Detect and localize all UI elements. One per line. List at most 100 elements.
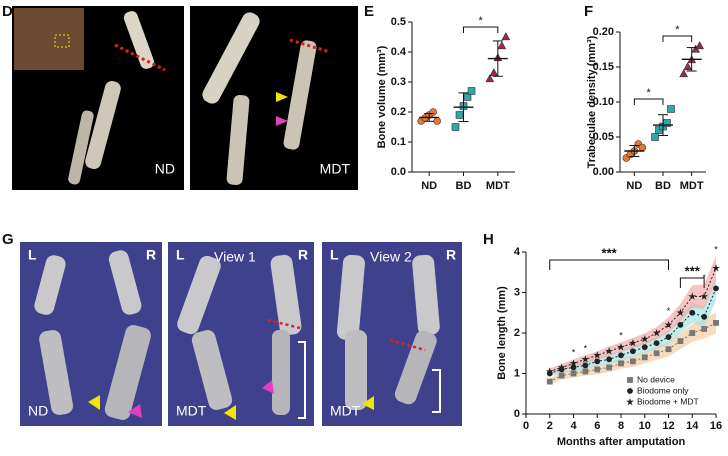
point (557, 363, 566, 371)
annotation: * (584, 344, 588, 354)
point (569, 359, 578, 367)
x-tick-label: 12 (662, 420, 674, 432)
x-tick-label: MDT (680, 180, 704, 192)
arrowhead (276, 116, 288, 126)
point (665, 346, 672, 353)
point (641, 354, 648, 361)
legend-marker (627, 377, 633, 383)
significance-label: * (647, 87, 652, 99)
image-label: MDT (330, 403, 361, 419)
legend-marker (626, 397, 634, 406)
annotation: * (619, 331, 623, 341)
bone (85, 81, 121, 169)
error-band (549, 256, 716, 375)
point (618, 352, 624, 359)
panel-letter: F (584, 3, 593, 20)
point (665, 334, 672, 340)
annotation: * (714, 244, 718, 254)
bone (123, 11, 155, 69)
point (629, 358, 636, 365)
legend-label: No device (637, 374, 675, 384)
image-label: MDT (176, 403, 207, 419)
point (651, 133, 659, 141)
y-axis-label: Trabeculae density (mm³) (586, 35, 598, 168)
x-tick-label: 8 (618, 420, 624, 432)
point (429, 108, 437, 116)
point (689, 330, 696, 336)
panel-letter: E (364, 3, 374, 20)
y-axis-label: Bone volume (mm³) (376, 45, 388, 148)
point (683, 62, 693, 71)
bone (345, 330, 367, 410)
bracket (432, 369, 441, 413)
point (558, 372, 565, 379)
series-line (549, 268, 717, 372)
point (653, 340, 660, 347)
point (701, 313, 708, 320)
y-tick-label: 0.20 (593, 26, 614, 38)
arrowhead (362, 396, 374, 410)
inset-box (54, 34, 70, 48)
point (485, 74, 495, 83)
image-label: View 1 (214, 249, 256, 265)
image-label: View 2 (370, 249, 412, 265)
legend-label: Biodome only (637, 385, 689, 395)
y-tick-label: 0.0 (391, 166, 406, 178)
point (641, 344, 648, 351)
bone (34, 255, 66, 315)
point (713, 319, 719, 326)
bone (108, 250, 142, 315)
bone (336, 254, 365, 341)
x-tick-label: 16 (710, 420, 722, 432)
legend-label: Biodome + MDT (637, 396, 699, 406)
bone (272, 330, 290, 415)
point (594, 366, 601, 373)
point (606, 356, 613, 363)
y-tick-label: 0.2 (391, 106, 406, 118)
significance-label: *** (685, 263, 701, 278)
annotation: * (667, 306, 671, 316)
x-axis-label: Months after amputation (557, 436, 686, 448)
image-label: L (176, 247, 185, 263)
significance-bracket (633, 98, 664, 105)
point (676, 308, 685, 317)
point (638, 143, 647, 152)
point (701, 326, 708, 332)
image-label: ND (28, 403, 48, 419)
x-tick-label: ND (626, 180, 642, 192)
arrowhead (128, 404, 142, 418)
image-label: L (28, 247, 37, 263)
y-axis-label: Bone length (mm) (496, 286, 508, 380)
arrowhead (88, 395, 100, 410)
point (713, 285, 719, 292)
point (606, 364, 613, 371)
y-tick-label: 0.10 (593, 96, 614, 108)
legend-marker (627, 388, 633, 394)
x-tick-label: 0 (523, 420, 529, 432)
point (695, 41, 705, 50)
point (497, 41, 507, 50)
point (451, 123, 460, 131)
y-tick-label: 2 (514, 327, 520, 339)
significance-bracket (662, 35, 693, 42)
point (570, 370, 577, 377)
bone (270, 254, 302, 336)
point (467, 87, 476, 95)
point (653, 350, 660, 357)
series-line (549, 288, 717, 374)
panel-letter: G (2, 231, 14, 248)
image-label: R (298, 247, 308, 263)
point (677, 321, 684, 328)
bracket (298, 341, 306, 419)
point (700, 292, 709, 300)
point (433, 117, 441, 125)
y-tick-label: 0.15 (593, 61, 614, 73)
point (546, 378, 553, 385)
y-tick-label: 0.05 (593, 131, 614, 143)
arrowhead (262, 380, 274, 394)
x-tick-label: 14 (686, 420, 699, 432)
point (489, 68, 499, 77)
point (582, 362, 589, 369)
point (664, 320, 673, 329)
